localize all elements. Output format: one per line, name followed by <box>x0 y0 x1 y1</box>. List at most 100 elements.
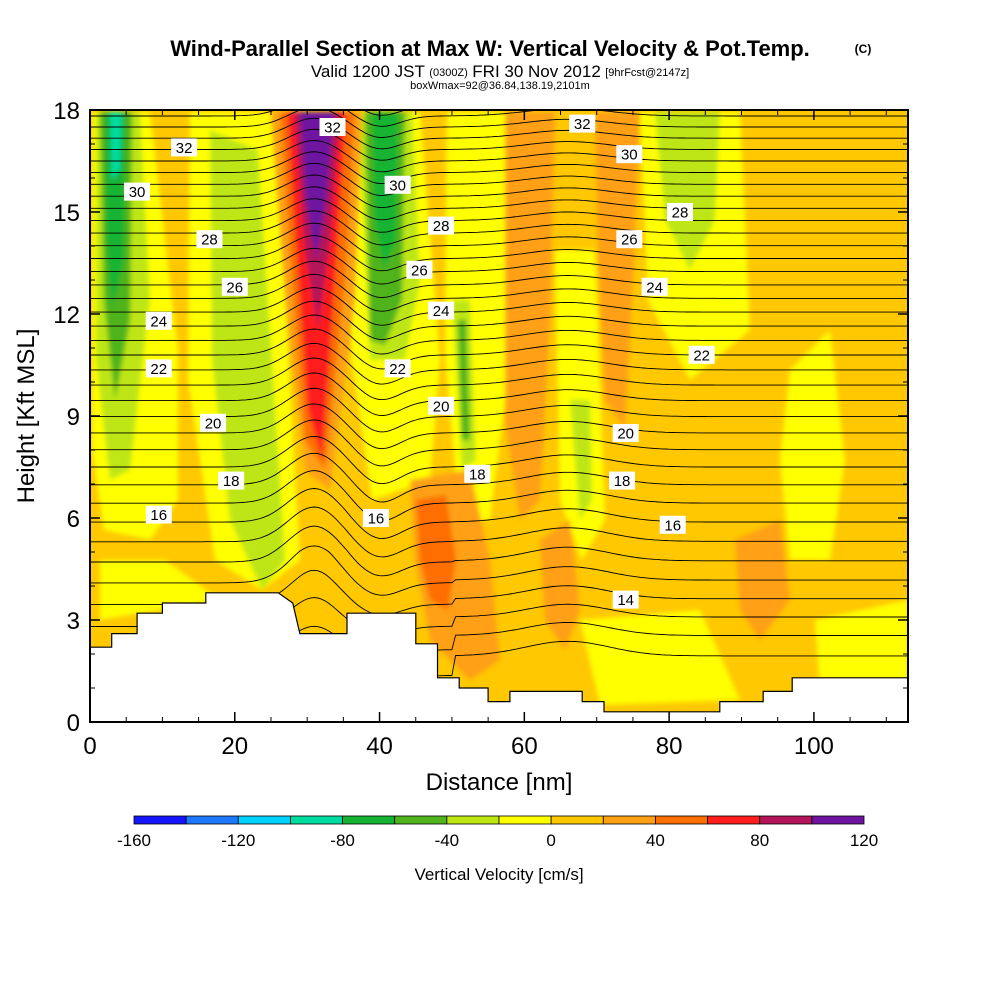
contour-label-box <box>145 359 172 378</box>
theta-contour-line <box>90 287 908 326</box>
contour-label-text: 18 <box>223 473 240 490</box>
subtitle-valid: Valid 1200 JST <box>311 62 425 81</box>
colorbar-segment <box>498 815 552 825</box>
contour-label: 32 <box>319 118 346 137</box>
subtitle-date: FRI 30 Nov 2012 <box>472 62 601 81</box>
contour-label-box <box>688 345 715 364</box>
contour-label: 30 <box>124 182 151 201</box>
contour-label: 28 <box>666 203 693 222</box>
theta-contour-line <box>90 435 908 485</box>
theta-contour-line <box>90 235 908 272</box>
contour-label: 16 <box>145 505 172 524</box>
contour-label: 24 <box>145 311 172 330</box>
theta-contour-line <box>90 117 908 150</box>
contour-label: 16 <box>659 515 686 534</box>
contour-label-text: 22 <box>693 347 710 364</box>
theta-contour-line <box>90 545 908 596</box>
colorbar-segment <box>446 815 500 825</box>
contour-label-box <box>124 182 151 201</box>
y-tick-label: 0 <box>67 710 80 737</box>
contour-label: 28 <box>196 230 223 249</box>
velocity-region-up-right <box>595 112 640 430</box>
contour-label-text: 22 <box>389 361 406 378</box>
colorbar-segment <box>185 815 239 825</box>
theta-contour-line <box>90 470 908 522</box>
contour-label-box <box>384 359 411 378</box>
contour-label-box <box>406 260 433 279</box>
subtitle-forecast: [9hrFcst@2147z] <box>605 67 689 79</box>
theta-contour-line <box>90 525 908 577</box>
terrain <box>90 592 908 722</box>
contour-label: 18 <box>609 471 636 490</box>
theta-contour-line <box>90 151 908 185</box>
y-tick-label: 9 <box>67 404 80 431</box>
velocity-region-mod-down-far <box>655 112 720 270</box>
x-tick-label: 40 <box>366 733 393 760</box>
colorbar-segment <box>133 815 187 825</box>
velocity-region-strong-down-mid2 <box>458 320 470 440</box>
potential-temperature-contours <box>90 110 908 682</box>
contour-label-box <box>569 114 596 133</box>
contour-labels: 32 32 32 30 30 30 28 28 28 26 26 26 24 24 24 22 22 22 20 20… <box>124 114 715 609</box>
y-tick-label: 15 <box>53 200 80 227</box>
y-axis-title: Height [Kft MSL] <box>13 329 40 504</box>
contour-label-text: 28 <box>672 205 689 222</box>
theta-contour-line <box>90 488 908 539</box>
x-tick-label: 100 <box>794 733 834 760</box>
theta-contour-line <box>90 198 908 233</box>
velocity-region-weak-down-low <box>580 610 740 705</box>
contour-label: 22 <box>145 359 172 378</box>
contour-label-box <box>200 413 227 432</box>
theta-contour-line <box>90 186 908 221</box>
colorbar-segment <box>394 815 448 825</box>
contour-label-box <box>428 301 455 320</box>
theta-contour-line <box>364 110 406 116</box>
contour-label: 24 <box>641 277 668 296</box>
contour-label-text: 28 <box>433 218 450 235</box>
theta-contour-line <box>90 222 908 259</box>
contour-label: 26 <box>406 260 433 279</box>
contour-label: 18 <box>218 471 245 490</box>
x-tick-label: 60 <box>511 733 538 760</box>
contour-label-text: 32 <box>574 116 591 133</box>
contour-label: 30 <box>384 175 411 194</box>
chart-subtitle: Valid 1200 JST (0300Z) FRI 30 Nov 2012 [… <box>311 62 689 81</box>
contour-label-text: 20 <box>617 426 634 443</box>
colorbar-segment <box>237 815 291 825</box>
contour-label-text: 28 <box>201 232 218 249</box>
contour-label: 16 <box>362 509 389 528</box>
theta-contour-line <box>90 314 908 355</box>
theta-contour-line <box>90 110 908 138</box>
terrain-profile <box>90 592 908 722</box>
chart-box-info: boxWmax=92@36.84,138.19,2101m <box>410 80 590 92</box>
contour-label: 24 <box>428 301 455 320</box>
contour-label-box <box>218 471 245 490</box>
subtitle-utc: (0300Z) <box>429 67 468 79</box>
contour-label-text: 16 <box>150 507 167 524</box>
theta-contour-line <box>90 162 908 196</box>
contour-label: 20 <box>612 424 639 443</box>
theta-contour-line <box>90 300 908 340</box>
contour-label-box <box>319 118 346 136</box>
theta-contour-line <box>90 110 908 127</box>
velocity-region-up-low-right <box>540 520 580 650</box>
contour-label-text: 24 <box>646 279 663 296</box>
x-tick-label: 20 <box>221 733 248 760</box>
y-tick-label: 3 <box>67 608 80 635</box>
contour-label-text: 16 <box>664 517 681 534</box>
colorbar-label: 80 <box>750 831 769 850</box>
velocity-region-weak-down-low2 <box>815 600 908 690</box>
theta-contour-line <box>90 210 908 246</box>
colorbar-label: -80 <box>330 831 355 850</box>
contour-label: 26 <box>616 230 643 249</box>
colorbar-label: -120 <box>221 831 255 850</box>
colorbar-segment <box>655 815 708 825</box>
contour-label-text: 22 <box>150 361 167 378</box>
theta-contour-line <box>90 506 908 558</box>
contour-label: 28 <box>428 216 455 235</box>
y-tick-label: 6 <box>67 506 80 533</box>
colorbar-label: -40 <box>435 831 460 850</box>
contour-label: 26 <box>221 277 248 296</box>
contour-label: 32 <box>171 138 198 157</box>
